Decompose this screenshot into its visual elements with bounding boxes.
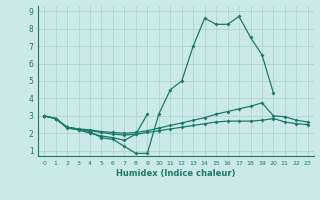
X-axis label: Humidex (Indice chaleur): Humidex (Indice chaleur) <box>116 169 236 178</box>
